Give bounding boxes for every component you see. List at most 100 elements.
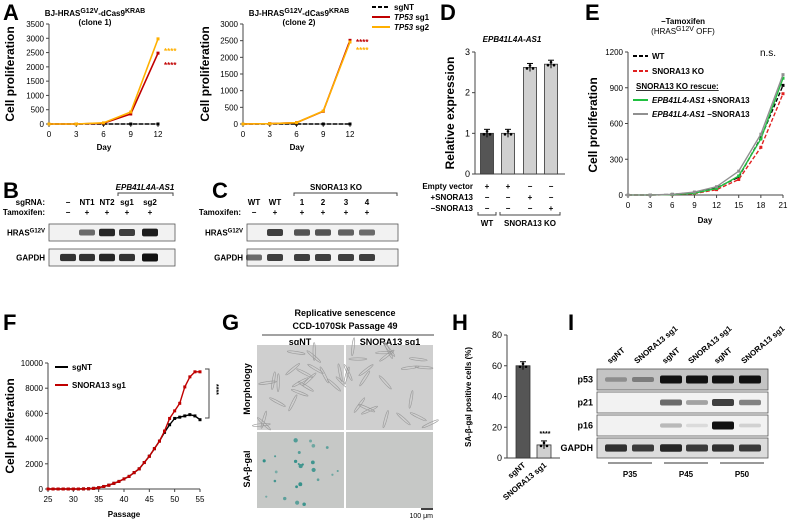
column-label: sgNT	[289, 337, 312, 347]
y-tick-label: 0	[497, 453, 502, 463]
cell-outline	[288, 394, 298, 412]
data-point	[737, 169, 741, 173]
svg-text:SNORA13 KO: SNORA13 KO	[652, 67, 704, 76]
stained-cell	[331, 473, 334, 476]
replicate-dot	[521, 362, 525, 366]
panel-f-legend: sgNT SNORA13 sg1	[55, 363, 126, 390]
cell-outline	[285, 363, 301, 376]
tamoxifen-mark: +	[125, 208, 130, 217]
blot-band	[712, 444, 734, 452]
y-tick-label: 3500	[26, 20, 44, 29]
blot-band	[660, 444, 682, 452]
cell-outline	[378, 375, 392, 390]
lane-label: SNORA13 sg1	[740, 324, 787, 366]
data-point	[348, 40, 352, 44]
stained-cell	[297, 463, 300, 466]
lane-label: sgNT	[606, 346, 627, 366]
blot-band	[739, 399, 761, 406]
stained-cell	[336, 469, 339, 473]
tamoxifen-mark: +	[273, 208, 278, 217]
replicate-dot	[488, 133, 492, 136]
x-tick-label: 35	[94, 495, 103, 504]
data-point	[102, 121, 105, 125]
y-tick-label: 0	[234, 120, 239, 129]
stained-cell	[311, 443, 316, 448]
data-point	[71, 487, 75, 491]
data-point	[781, 92, 785, 96]
cell-outline	[361, 405, 378, 415]
cell-outline	[326, 378, 341, 392]
lane-label: sgNT	[713, 346, 734, 366]
significance-bracket	[205, 368, 210, 419]
cell-outline	[396, 412, 411, 426]
line-chart-a: 0 500 1000 1500 2000 2500 3000 3500 0 3 6 9 12	[26, 20, 163, 139]
replicate-dot	[546, 63, 550, 67]
blot-band	[142, 253, 158, 262]
significance-label: ****	[540, 431, 551, 438]
tamoxifen-mark: +	[300, 208, 305, 217]
x-tick-label: 0	[241, 130, 246, 139]
stained-cell	[302, 502, 306, 507]
svg-text:sgNT: sgNT	[394, 3, 414, 12]
cell-outline	[286, 350, 306, 355]
tamoxifen-mark: +	[148, 208, 153, 217]
tamoxifen-mark: −	[66, 208, 71, 217]
condition-mark: −	[549, 193, 554, 202]
blot-band	[712, 375, 734, 384]
blot-row-gapdh: GAPDH	[16, 248, 176, 267]
x-axis-label: Day	[97, 143, 112, 152]
blot-band	[142, 228, 158, 237]
lane-label: NT2	[99, 198, 115, 207]
condition-mark: −	[485, 204, 490, 213]
data-point	[348, 38, 352, 42]
lane-label: sg2	[143, 198, 157, 207]
condition-label: −SNORA13	[431, 204, 474, 213]
x-tick-label: 3	[648, 201, 653, 210]
western-blot-b: − NT1 NT2 sg1 sg2 − + + + + HRASG12V GAPDH	[7, 198, 176, 267]
cell-outline	[258, 380, 277, 385]
significance-label: ****	[164, 47, 177, 56]
microscopy-grid	[252, 337, 439, 508]
y-tick-label: 500	[225, 103, 239, 112]
y-tick-label: 0	[619, 191, 624, 200]
cell-outline	[260, 410, 267, 429]
panel-a-title-1: BJ-HRASG12V-dCas9KRAB (clone 1)	[45, 8, 145, 27]
y-axis-label: SA-β-gal positive cells (%)	[464, 347, 473, 447]
cell-outline	[358, 364, 374, 377]
replicate-dot	[525, 67, 529, 70]
panel-letter-e: E	[585, 0, 600, 25]
data-point	[129, 110, 133, 114]
blot-membrane	[596, 414, 769, 437]
data-point	[759, 132, 763, 136]
x-tick-label: 3	[74, 130, 79, 139]
blot-label: p53	[577, 375, 593, 385]
data-point	[178, 401, 182, 405]
data-point	[178, 415, 182, 419]
bar	[501, 132, 515, 175]
x-tick-label: 21	[779, 201, 788, 210]
lane-label: 1	[300, 198, 305, 207]
data-point	[152, 447, 156, 451]
cell-outline	[302, 372, 317, 386]
data-point	[715, 186, 719, 190]
panel-g-subtitle: CCD-1070Sk Passage 49	[292, 321, 397, 331]
lane-label: WT	[248, 198, 261, 207]
data-point	[183, 414, 187, 418]
sa-beta-gal-image-sgnt	[257, 432, 344, 508]
lane-label: sgNT	[661, 346, 682, 366]
x-tick-label: 6	[670, 201, 675, 210]
data-point	[692, 190, 696, 194]
data-point	[648, 193, 652, 197]
cell-outline	[400, 365, 420, 370]
replicate-dot	[524, 365, 528, 369]
blot-band	[338, 254, 354, 261]
x-tick-label: 55	[196, 495, 205, 504]
svg-text:EPB41L4-AS1 +SNORA13: EPB41L4-AS1 +SNORA13	[652, 96, 750, 105]
data-point	[66, 487, 70, 491]
y-tick-label: 0	[40, 120, 45, 129]
tamoxifen-mark: +	[85, 208, 90, 217]
y-tick-label: 1500	[220, 70, 238, 79]
blot-membrane	[596, 391, 769, 414]
blot-label: GAPDH	[16, 254, 45, 263]
blot-band	[632, 444, 654, 452]
